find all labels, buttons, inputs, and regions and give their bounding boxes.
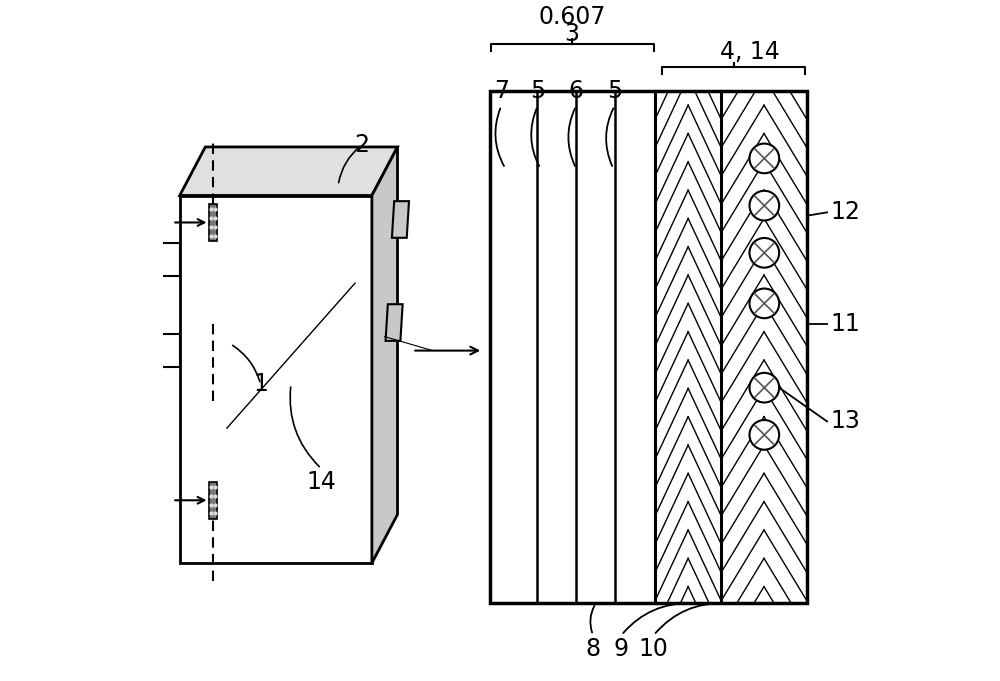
Text: 8: 8	[585, 637, 601, 661]
Text: 10: 10	[639, 637, 669, 661]
Text: 13: 13	[830, 409, 860, 433]
Bar	[209, 204, 217, 241]
Polygon shape	[372, 147, 398, 563]
Text: 5: 5	[530, 79, 545, 103]
Text: 6: 6	[569, 79, 584, 103]
Circle shape	[749, 420, 779, 449]
Text: 12: 12	[830, 200, 860, 224]
Polygon shape	[161, 334, 180, 367]
Text: 11: 11	[830, 312, 860, 336]
Text: 1: 1	[253, 373, 268, 396]
Polygon shape	[161, 243, 180, 276]
Polygon shape	[386, 304, 403, 341]
Text: 14: 14	[306, 470, 336, 494]
Text: 7: 7	[494, 79, 509, 103]
Polygon shape	[180, 195, 372, 563]
Text: 5: 5	[607, 79, 622, 103]
Bar	[209, 481, 217, 519]
Bar	[655, 91, 721, 603]
Text: 4, 14: 4, 14	[720, 40, 779, 64]
Bar	[490, 91, 807, 603]
Bar	[490, 91, 807, 603]
Circle shape	[749, 238, 779, 268]
Text: 9: 9	[614, 637, 629, 661]
Polygon shape	[180, 147, 398, 195]
Text: 3: 3	[565, 22, 580, 46]
Polygon shape	[392, 201, 409, 238]
Circle shape	[749, 373, 779, 402]
Circle shape	[749, 144, 779, 173]
Circle shape	[749, 191, 779, 221]
Bar	[721, 91, 807, 603]
Text: 0.607: 0.607	[539, 5, 606, 29]
Circle shape	[749, 289, 779, 318]
Text: 2: 2	[354, 133, 369, 157]
